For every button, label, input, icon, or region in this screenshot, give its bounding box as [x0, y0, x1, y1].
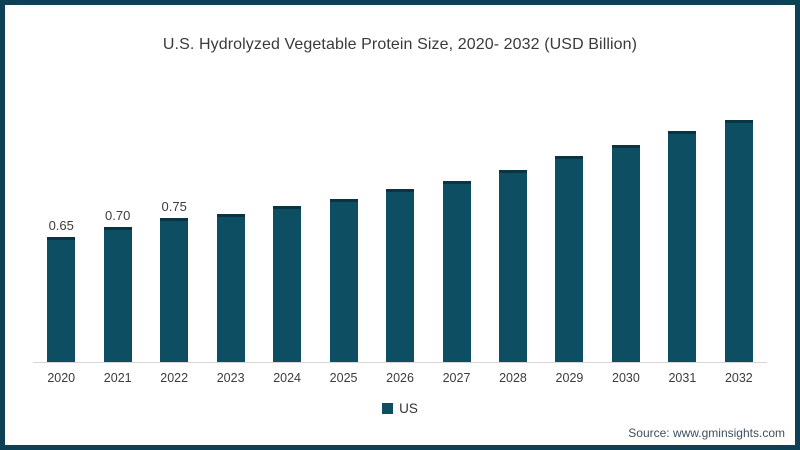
bar-2026: [386, 189, 415, 362]
bar-2023: [216, 214, 245, 362]
bar-column-2023: [202, 112, 258, 362]
bar-column-2021: 0.70: [89, 112, 145, 362]
bar-2027: [442, 181, 471, 362]
chart-title: U.S. Hydrolyzed Vegetable Protein Size, …: [162, 36, 638, 53]
bar-value-label: 0.65: [48, 218, 74, 233]
bar-column-2020: 0.65: [33, 112, 89, 362]
legend: US: [5, 401, 795, 416]
x-tick-label-2030: 2030: [612, 371, 640, 385]
bar-2022: [160, 218, 189, 362]
bar-2029: [555, 156, 584, 362]
bar-column-2029: [541, 112, 597, 362]
bar-2028: [498, 170, 527, 362]
x-tick-label-2027: 2027: [442, 371, 471, 385]
x-tick-label-2029: 2029: [555, 371, 584, 385]
bar-2030: [611, 145, 640, 362]
bar-column-2028: [485, 112, 541, 362]
x-tick-label-2020: 2020: [47, 371, 76, 385]
x-tick-label-2028: 2028: [499, 371, 527, 385]
bar-column-2025: [315, 112, 371, 362]
bar-2020: [47, 237, 76, 362]
legend-label: US: [399, 401, 418, 416]
bar-column-2032: [711, 112, 767, 362]
bar-2031: [668, 131, 697, 362]
bar-column-2024: [259, 112, 315, 362]
x-axis-labels: 2020 2021 2022 2023 2024 2025 2026 2027 2028 2029…: [33, 371, 767, 385]
bar-column-2027: [428, 112, 484, 362]
bar-column-2031: [654, 112, 710, 362]
x-tick-label-2025: 2025: [329, 371, 358, 385]
bar-value-label: 0.70: [105, 208, 131, 223]
bar-column-2022: 0.75: [146, 112, 202, 362]
legend-swatch-icon: [382, 403, 394, 414]
source-credit: Source: www.gminsights.com: [628, 426, 785, 440]
bar-2024: [273, 206, 302, 362]
x-tick-label-2021: 2021: [103, 371, 132, 385]
bar-value-label: 0.75: [161, 199, 187, 214]
x-tick-label-2026: 2026: [386, 371, 414, 385]
bar-2032: [724, 120, 753, 362]
bar-2025: [329, 199, 358, 362]
bar-column-2026: [372, 112, 428, 362]
x-tick-label-2023: 2023: [216, 371, 245, 385]
x-tick-label-2024: 2024: [273, 371, 302, 385]
x-tick-label-2022: 2022: [160, 371, 189, 385]
bar-column-2030: [598, 112, 654, 362]
x-tick-label-2032: 2032: [724, 371, 753, 385]
plot-area: 0.65 0.70 0.75: [33, 112, 767, 363]
bar-2021: [103, 227, 132, 362]
x-tick-label-2031: 2031: [668, 371, 697, 385]
